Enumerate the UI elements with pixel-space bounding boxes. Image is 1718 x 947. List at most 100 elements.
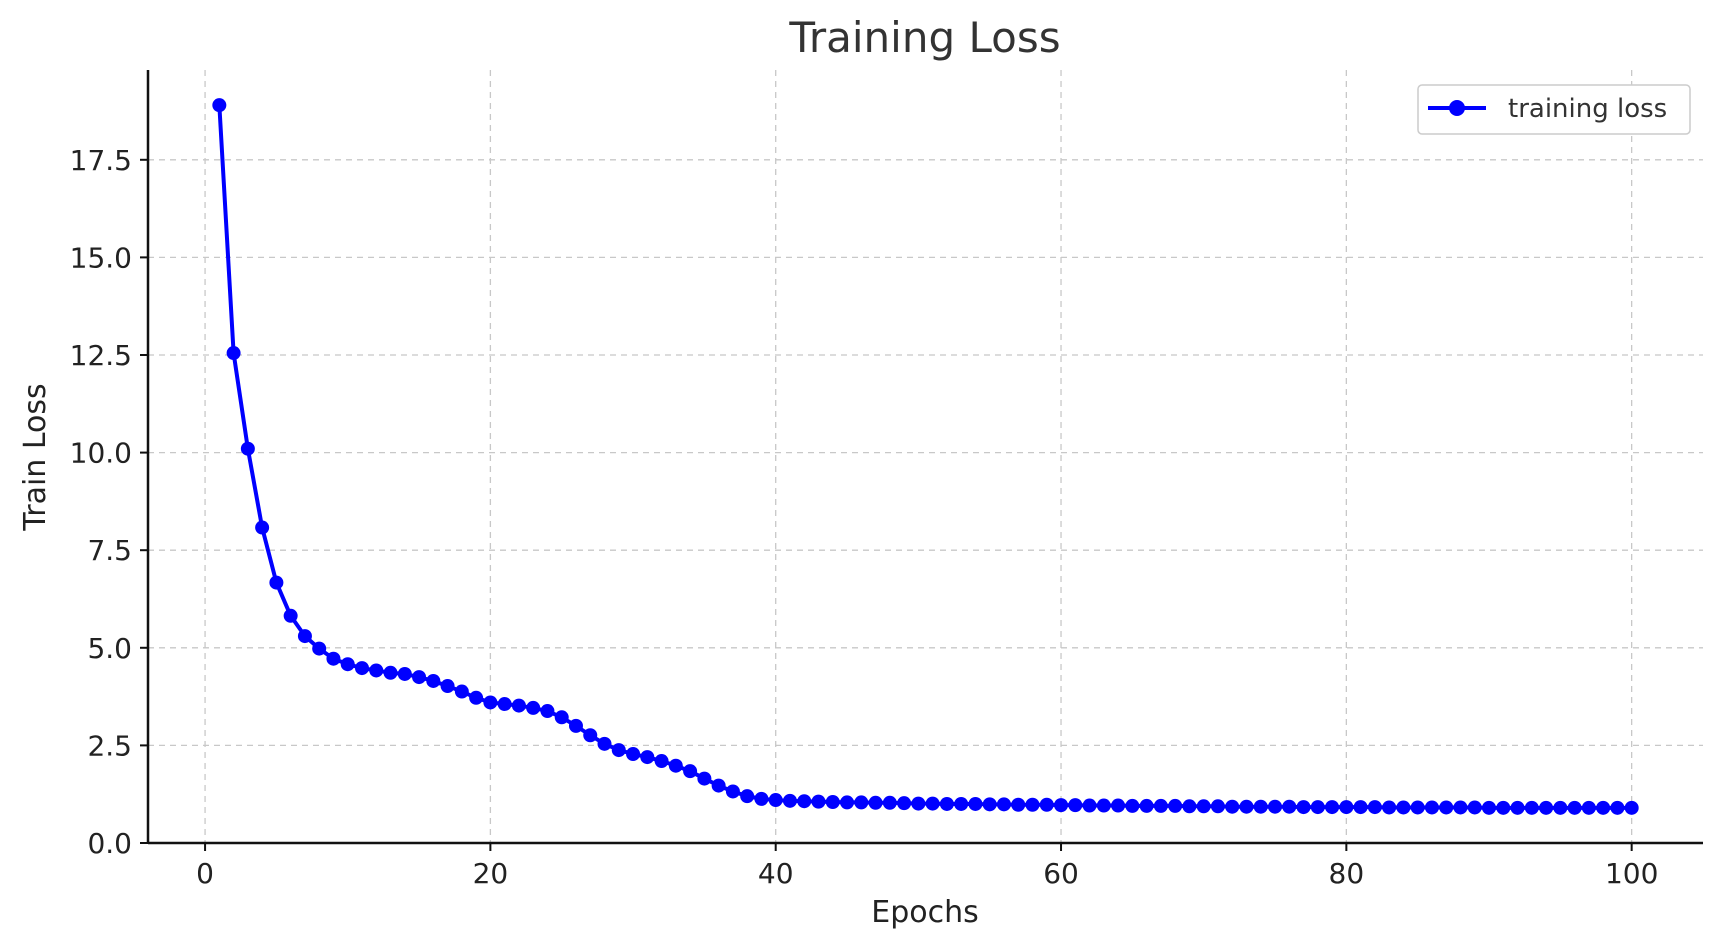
data-point xyxy=(1068,798,1083,813)
data-point xyxy=(1182,799,1197,814)
y-tick-label: 17.5 xyxy=(70,144,132,177)
y-tick-label: 15.0 xyxy=(70,241,132,274)
data-point xyxy=(326,651,341,666)
data-point xyxy=(1153,798,1168,813)
data-point xyxy=(1225,799,1240,814)
data-point xyxy=(754,791,769,806)
data-point xyxy=(1524,800,1539,815)
data-point xyxy=(526,700,541,715)
data-point xyxy=(511,698,526,713)
data-point xyxy=(354,661,369,676)
data-point xyxy=(1282,799,1297,814)
data-point xyxy=(1239,799,1254,814)
data-point xyxy=(1168,798,1183,813)
y-tick-label: 7.5 xyxy=(87,534,132,567)
data-point xyxy=(1396,800,1411,815)
data-point xyxy=(1268,799,1283,814)
data-point xyxy=(255,520,270,535)
data-point xyxy=(1353,800,1368,815)
data-point xyxy=(925,796,940,811)
data-point xyxy=(1111,798,1126,813)
data-point xyxy=(483,695,498,710)
data-point xyxy=(1382,800,1397,815)
data-point xyxy=(340,657,355,672)
data-point xyxy=(1567,800,1582,815)
data-point xyxy=(996,797,1011,812)
data-point xyxy=(1367,800,1382,815)
data-point xyxy=(1125,798,1140,813)
data-point xyxy=(825,795,840,810)
data-point xyxy=(1296,800,1311,815)
data-point xyxy=(683,764,698,779)
ticks: 0 20 40 60 80 100 0.0 2.5 5.0 7.5 10.0 12.5 15.0 17.5 xyxy=(70,144,1659,890)
data-point xyxy=(1453,800,1468,815)
data-point xyxy=(1310,800,1325,815)
data-point xyxy=(811,794,826,809)
data-point xyxy=(1082,798,1097,813)
chart-title: Training Loss xyxy=(788,13,1060,62)
data-point xyxy=(911,796,926,811)
axes xyxy=(146,70,1703,845)
data-point xyxy=(1510,800,1525,815)
y-axis-title: Train Loss xyxy=(18,383,53,531)
x-tick-label: 60 xyxy=(1043,857,1079,890)
legend-box xyxy=(1417,84,1691,135)
data-point xyxy=(240,441,255,456)
data-point xyxy=(312,641,327,656)
data-point xyxy=(497,697,512,712)
grid xyxy=(148,70,1703,843)
data-point xyxy=(697,771,712,786)
data-point xyxy=(768,793,783,808)
data-point xyxy=(540,704,555,719)
data-point xyxy=(882,795,897,810)
data-point xyxy=(212,98,227,113)
data-point xyxy=(897,796,912,811)
data-point xyxy=(982,797,997,812)
y-tick-label: 2.5 xyxy=(87,729,132,762)
data-point xyxy=(426,673,441,688)
data-point xyxy=(1210,799,1225,814)
x-tick-label: 40 xyxy=(758,857,794,890)
data-point xyxy=(297,629,312,644)
data-point xyxy=(1467,800,1482,815)
data-point xyxy=(597,736,612,751)
data-point xyxy=(1025,797,1040,812)
data-point xyxy=(383,665,398,680)
data-point xyxy=(611,743,626,758)
data-point xyxy=(854,795,869,810)
data-point xyxy=(1339,800,1354,815)
series-line-training-loss xyxy=(217,105,1632,810)
data-point xyxy=(711,778,726,793)
data-point xyxy=(1482,800,1497,815)
data-point xyxy=(1596,800,1611,815)
data-point xyxy=(1325,800,1340,815)
x-axis-title: Epochs xyxy=(871,895,979,930)
y-tick-label: 10.0 xyxy=(70,437,132,470)
data-point xyxy=(1054,798,1069,813)
data-point xyxy=(939,796,954,811)
data-point xyxy=(1196,799,1211,814)
data-point xyxy=(1011,797,1026,812)
data-point xyxy=(740,789,755,804)
data-point xyxy=(440,679,455,694)
x-tick-label: 80 xyxy=(1329,857,1365,890)
legend-marker-swatch xyxy=(1449,100,1465,116)
data-point xyxy=(1096,798,1111,813)
data-point xyxy=(554,710,569,725)
x-tick-label: 20 xyxy=(473,857,509,890)
data-point xyxy=(797,794,812,809)
data-point xyxy=(1424,800,1439,815)
data-point xyxy=(1539,800,1554,815)
data-point xyxy=(640,750,655,765)
y-tick-label: 12.5 xyxy=(70,339,132,372)
data-point xyxy=(668,758,683,773)
data-point xyxy=(1496,800,1511,815)
data-point xyxy=(1439,800,1454,815)
data-point xyxy=(840,795,855,810)
data-point xyxy=(397,666,412,681)
data-point xyxy=(454,684,469,699)
data-point xyxy=(583,728,598,743)
data-point xyxy=(1410,800,1425,815)
